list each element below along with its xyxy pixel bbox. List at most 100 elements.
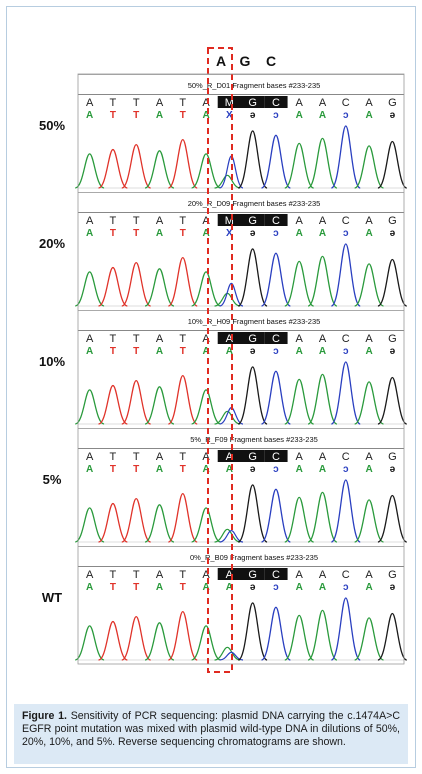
base-call: C — [272, 569, 280, 581]
base-call: G — [388, 97, 397, 109]
quality-mark: ɔ — [273, 582, 279, 593]
trace-peak — [121, 497, 151, 543]
quality-mark: ɔ — [343, 464, 349, 475]
trace-peak — [307, 609, 338, 661]
quality-mark: T — [110, 346, 116, 357]
quality-mark: ɔ — [343, 346, 349, 357]
quality-mark: A — [156, 228, 163, 239]
base-call: T — [133, 97, 140, 109]
quality-mark: T — [180, 228, 186, 239]
quality-mark: ɔ — [343, 582, 349, 593]
quality-mark: A — [202, 464, 209, 475]
base-call-highlight — [217, 332, 241, 344]
trace-peak — [144, 268, 175, 307]
base-call: A — [156, 333, 164, 345]
base-call: C — [342, 215, 350, 227]
trace-peak — [237, 130, 268, 189]
dilution-label: WT — [42, 590, 62, 605]
track-divider — [78, 212, 404, 213]
base-call: T — [179, 451, 186, 463]
trace-peak — [284, 142, 315, 189]
caption-text: Sensitivity of PCR sequencing: plasmid D… — [22, 710, 400, 748]
quality-mark: ə — [390, 346, 396, 357]
trace-peak — [219, 155, 244, 189]
trace-peak — [261, 370, 291, 425]
base-call: A — [365, 215, 373, 227]
quality-mark: T — [133, 346, 139, 357]
base-call: C — [342, 569, 350, 581]
quality-mark: A — [156, 464, 163, 475]
trace-peak — [121, 143, 151, 189]
trace-peak — [121, 615, 151, 661]
trace-peak — [284, 496, 315, 543]
trace-peak — [98, 502, 128, 543]
track-divider — [78, 448, 404, 449]
base-call: T — [110, 451, 117, 463]
quality-mark: ə — [250, 110, 256, 121]
quality-mark: A — [296, 228, 303, 239]
top-base-label: G — [240, 53, 251, 69]
trace-peak — [144, 150, 175, 189]
base-call: G — [248, 215, 257, 227]
quality-mark: A — [365, 464, 372, 475]
trace-peak — [191, 271, 221, 307]
top-base-label: A — [216, 53, 226, 69]
base-call: T — [133, 333, 140, 345]
quality-mark: A — [296, 346, 303, 357]
base-call: T — [110, 569, 117, 581]
quality-mark: A — [365, 228, 372, 239]
base-call-highlight — [264, 96, 288, 108]
quality-mark: A — [365, 346, 372, 357]
base-call: A — [86, 569, 94, 581]
base-call: C — [272, 97, 280, 109]
quality-mark: ɔ — [343, 228, 349, 239]
trace-peak — [307, 491, 338, 543]
track-label: 10%_R_H09 Fragment bases #233-235 — [188, 317, 321, 326]
base-call: G — [388, 451, 397, 463]
base-call: A — [86, 97, 94, 109]
track-top-line — [78, 428, 404, 429]
quality-mark: T — [180, 464, 186, 475]
base-call-highlight — [241, 568, 265, 580]
quality-mark: T — [133, 582, 139, 593]
base-call: A — [202, 97, 210, 109]
trace-peak — [284, 260, 315, 307]
base-call: G — [248, 97, 257, 109]
quality-mark: A — [86, 228, 93, 239]
trace-peak — [214, 174, 241, 189]
trace-peak — [354, 263, 384, 307]
trace-peak — [219, 282, 244, 307]
base-call: A — [156, 97, 164, 109]
trace-peak — [261, 488, 291, 543]
base-call: M — [225, 97, 234, 109]
trace-peak — [237, 366, 268, 425]
quality-mark: A — [202, 582, 209, 593]
dilution-label: 10% — [39, 354, 65, 369]
base-call: A — [365, 569, 373, 581]
trace-peak — [98, 148, 128, 189]
quality-mark: ɔ — [273, 228, 279, 239]
base-call: C — [272, 215, 280, 227]
trace-peak — [261, 606, 291, 661]
base-call: A — [202, 569, 210, 581]
trace-peak — [167, 256, 198, 307]
quality-mark: A — [319, 464, 326, 475]
quality-mark: A — [156, 110, 163, 121]
base-call-highlight — [217, 96, 241, 108]
base-call: A — [296, 451, 304, 463]
quality-mark: A — [296, 582, 303, 593]
trace-peak — [377, 376, 408, 425]
base-call: A — [319, 97, 327, 109]
base-call: T — [179, 569, 186, 581]
trace-peak — [98, 266, 128, 307]
trace-peak — [214, 646, 241, 661]
quality-mark: ə — [250, 464, 256, 475]
base-call: M — [225, 215, 234, 227]
quality-mark: T — [110, 464, 116, 475]
base-call: T — [133, 451, 140, 463]
trace-peak — [261, 134, 291, 189]
base-call: T — [110, 97, 117, 109]
trace-peak — [121, 379, 151, 425]
quality-mark: T — [133, 228, 139, 239]
track-top-line — [78, 192, 404, 193]
